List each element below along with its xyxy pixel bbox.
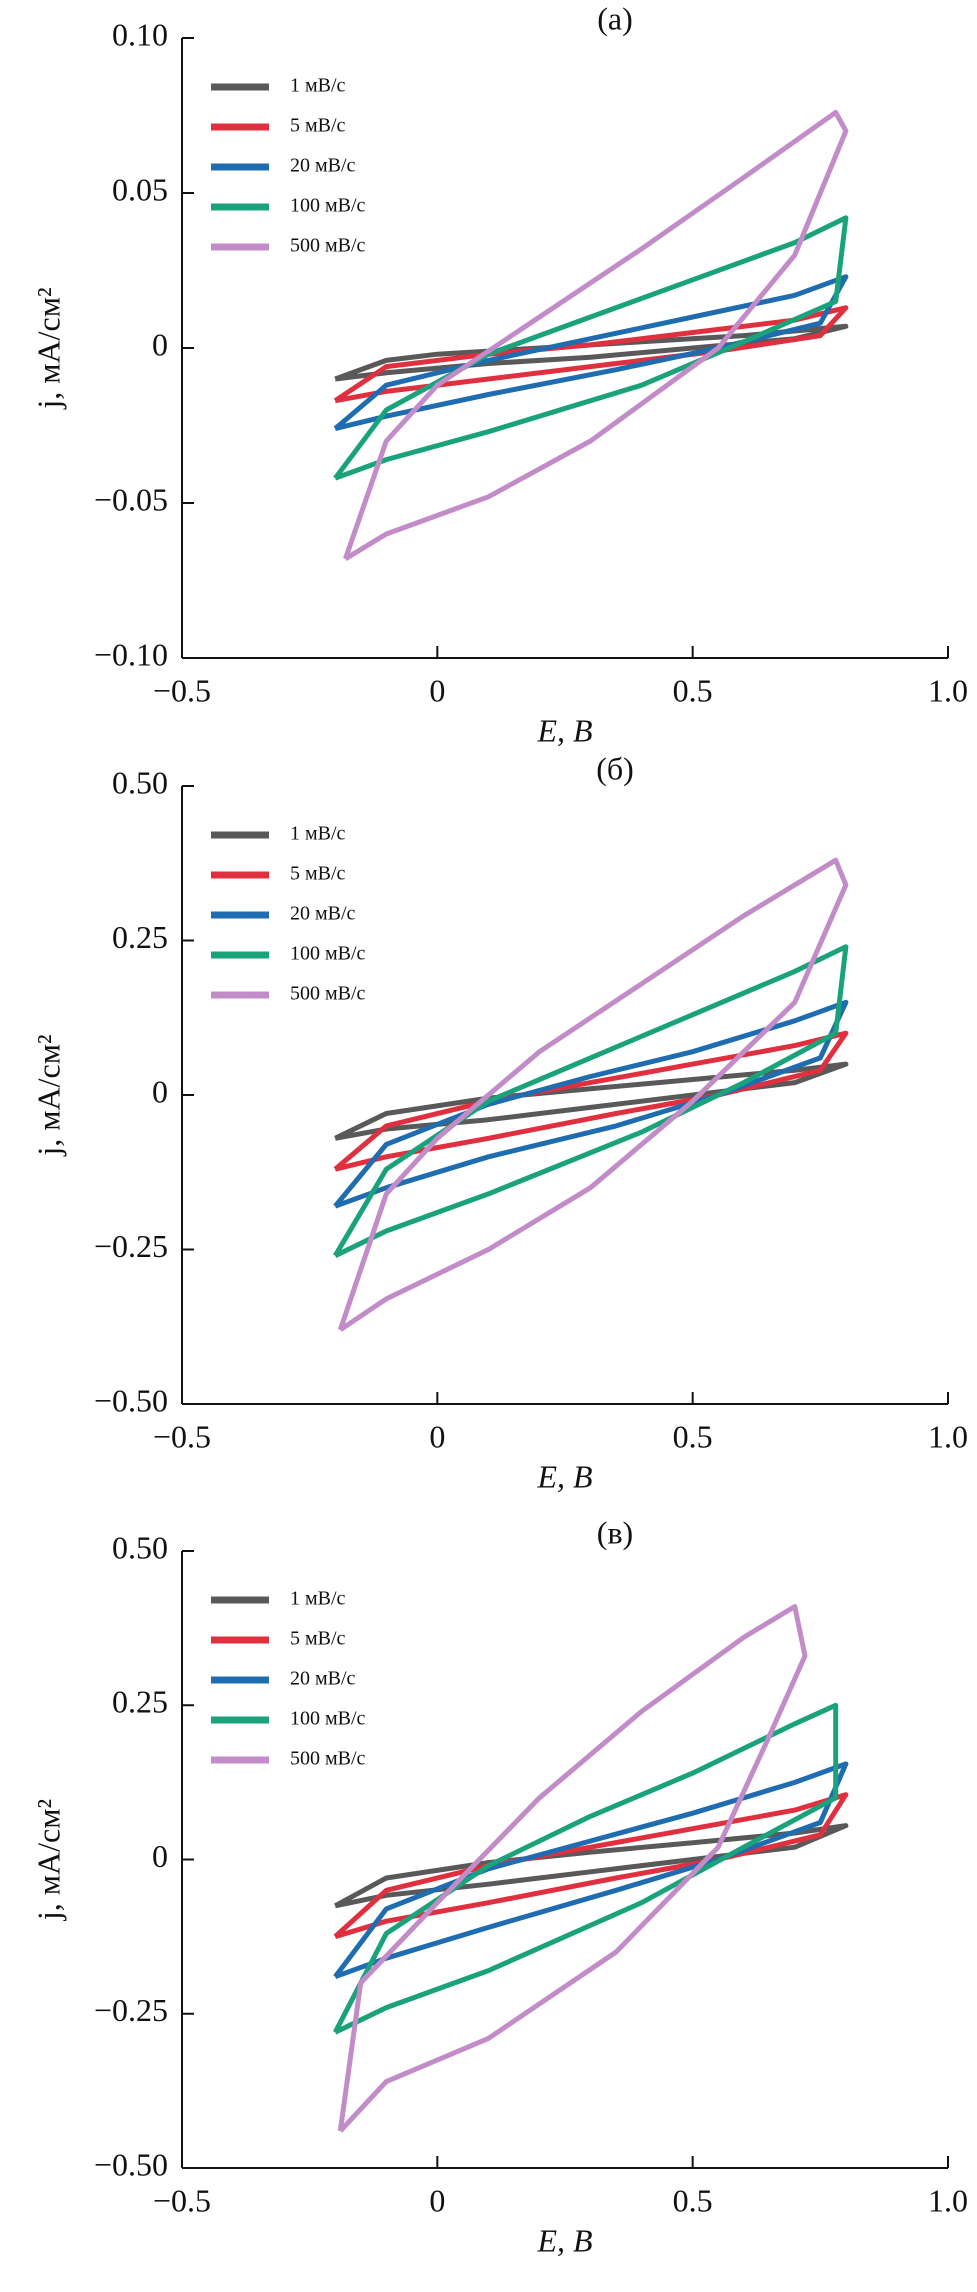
cv-curve xyxy=(334,1823,849,1909)
cv-curve xyxy=(333,215,849,481)
x-tick-label: 1.0 xyxy=(928,2182,968,2218)
cv-curve xyxy=(332,1702,839,2035)
chart-title: (а) xyxy=(597,0,633,36)
legend-label: 20 мВ/с xyxy=(290,903,356,925)
y-tick-label: 0.10 xyxy=(112,16,168,52)
cv-curve xyxy=(333,1030,849,1172)
y-tick-label: −0.10 xyxy=(94,636,168,672)
y-tick-label: −0.25 xyxy=(94,1992,168,2028)
legend-label: 20 мВ/с xyxy=(290,155,356,177)
cv-curve xyxy=(333,1761,849,1980)
cv-curve xyxy=(343,109,849,561)
chart-title: (б) xyxy=(596,750,634,786)
y-tick-label: 0.25 xyxy=(112,919,168,955)
y-axis-label: j, мА/см² xyxy=(30,1034,66,1156)
x-tick-label: 0.5 xyxy=(673,1418,713,1454)
legend-label: 100 мВ/с xyxy=(290,943,366,965)
legend-label: 1 мВ/с xyxy=(290,75,346,97)
y-tick-label: 0 xyxy=(152,326,168,362)
legend-label: 100 мВ/с xyxy=(290,195,366,217)
y-tick-label: 0.05 xyxy=(112,171,168,207)
legend-label: 5 мВ/с xyxy=(290,115,346,137)
y-tick-label: 0 xyxy=(152,1838,168,1874)
y-tick-label: −0.50 xyxy=(94,1382,168,1418)
cv-curve xyxy=(333,274,849,432)
legend-label: 1 мВ/с xyxy=(290,1588,346,1610)
legend-label: 5 мВ/с xyxy=(290,1628,346,1650)
chart-panel: (а) −0.10 −0.05 0 0.05 0.10 −0.5 0 0.5 1.0 E, В j, … xyxy=(30,0,968,748)
legend-label: 500 мВ/с xyxy=(290,983,366,1005)
x-tick-label: 0 xyxy=(429,2182,445,2218)
y-axis-label: j, мА/см² xyxy=(30,1799,66,1921)
x-axis-label: E, В xyxy=(536,712,592,748)
cv-curve xyxy=(333,305,849,404)
x-axis-label: E, В xyxy=(536,1458,592,1494)
y-tick-label: 0 xyxy=(152,1073,168,1109)
y-tick-label: 0.25 xyxy=(112,1684,168,1720)
y-axis-label: j, мА/см² xyxy=(30,287,66,409)
cv-curve xyxy=(337,1604,808,2133)
cv-curve xyxy=(337,857,849,1332)
x-tick-label: 0.5 xyxy=(673,672,713,708)
legend-label: 5 мВ/с xyxy=(290,863,346,885)
x-tick-label: −0.5 xyxy=(153,1418,211,1454)
x-axis-label: E, В xyxy=(536,2222,592,2258)
legend-label: 20 мВ/с xyxy=(290,1668,356,1690)
y-tick-label: −0.25 xyxy=(94,1228,168,1264)
y-tick-label: −0.05 xyxy=(94,481,168,517)
x-tick-label: 0.5 xyxy=(673,2182,713,2218)
legend-label: 100 мВ/с xyxy=(290,1708,366,1730)
cv-curve xyxy=(333,944,849,1258)
legend-label: 1 мВ/с xyxy=(290,823,346,845)
x-tick-label: 1.0 xyxy=(928,672,968,708)
x-tick-label: 0 xyxy=(429,1418,445,1454)
x-tick-label: 1.0 xyxy=(928,1418,968,1454)
legend-label: 500 мВ/с xyxy=(290,235,366,257)
x-tick-label: −0.5 xyxy=(153,2182,211,2218)
y-tick-label: 0.50 xyxy=(112,764,168,800)
cv-curve xyxy=(334,323,849,382)
cv-curve xyxy=(333,999,849,1209)
y-tick-label: 0.50 xyxy=(112,1529,168,1565)
legend-label: 500 мВ/с xyxy=(290,1748,366,1770)
x-tick-label: 0 xyxy=(429,672,445,708)
chart-title: (в) xyxy=(597,1514,633,1550)
y-tick-label: −0.50 xyxy=(94,2146,168,2182)
x-tick-label: −0.5 xyxy=(153,672,211,708)
